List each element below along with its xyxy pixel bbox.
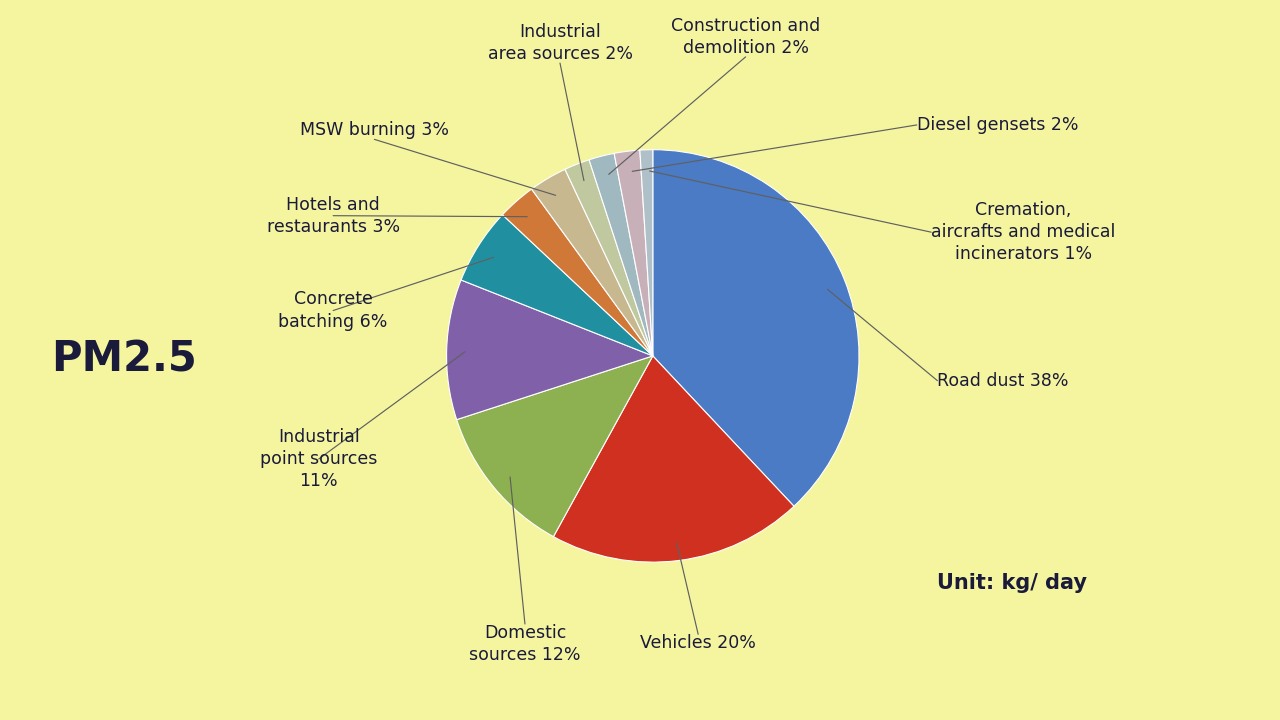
Wedge shape	[447, 280, 653, 420]
Text: Industrial
point sources
11%: Industrial point sources 11%	[260, 428, 378, 490]
Wedge shape	[503, 189, 653, 356]
Text: Concrete
batching 6%: Concrete batching 6%	[279, 290, 388, 330]
Wedge shape	[531, 169, 653, 356]
Text: Construction and
demolition 2%: Construction and demolition 2%	[671, 17, 820, 57]
Text: Road dust 38%: Road dust 38%	[937, 372, 1069, 390]
Text: PM2.5: PM2.5	[51, 339, 197, 381]
Wedge shape	[589, 153, 653, 356]
Wedge shape	[640, 150, 653, 356]
Wedge shape	[461, 215, 653, 356]
Text: Unit: kg/ day: Unit: kg/ day	[937, 572, 1088, 593]
Text: Cremation,
aircrafts and medical
incinerators 1%: Cremation, aircrafts and medical inciner…	[932, 201, 1116, 264]
Text: Domestic
sources 12%: Domestic sources 12%	[470, 624, 581, 664]
Text: MSW burning 3%: MSW burning 3%	[300, 122, 449, 140]
Wedge shape	[653, 150, 859, 506]
Text: Diesel gensets 2%: Diesel gensets 2%	[916, 116, 1078, 134]
Text: Vehicles 20%: Vehicles 20%	[640, 634, 756, 652]
Text: Industrial
area sources 2%: Industrial area sources 2%	[488, 23, 632, 63]
Wedge shape	[614, 150, 653, 356]
Wedge shape	[457, 356, 653, 536]
Wedge shape	[553, 356, 794, 562]
Text: Hotels and
restaurants 3%: Hotels and restaurants 3%	[266, 196, 399, 235]
Wedge shape	[564, 160, 653, 356]
